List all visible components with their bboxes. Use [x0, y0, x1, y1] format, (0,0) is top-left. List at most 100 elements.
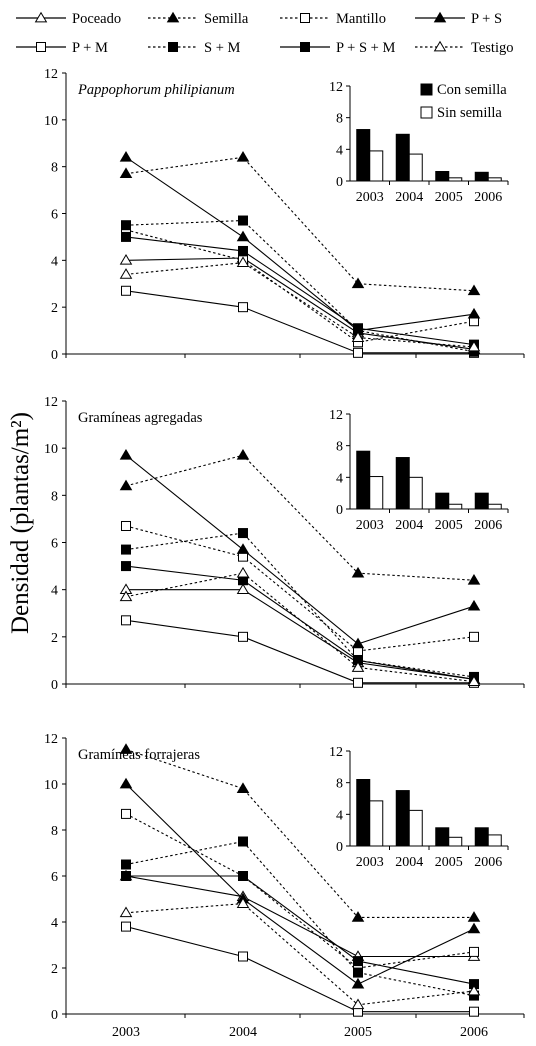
inset-x-tick-label: 2003 — [356, 855, 384, 870]
y-tick-label: 10 — [44, 442, 58, 457]
data-point — [238, 215, 248, 226]
data-point — [119, 448, 133, 460]
series-3 — [121, 224, 479, 348]
inset-bar — [448, 503, 463, 510]
y-tick-label: 12 — [44, 732, 58, 747]
y-tick-label: 2 — [51, 962, 58, 977]
series-8 — [119, 566, 481, 686]
legend-entry-8: Testigo — [415, 40, 513, 56]
inset-y-tick-label: 0 — [336, 840, 343, 855]
data-point — [121, 921, 131, 932]
y-tick-label: 2 — [51, 631, 58, 646]
inset-bar — [435, 492, 450, 510]
data-point — [467, 984, 481, 996]
series-line — [125, 875, 474, 958]
y-axis-label: Densidad (plantas/m²) — [7, 412, 34, 634]
inset-y-tick-label: 0 — [336, 175, 343, 190]
data-point — [121, 615, 131, 626]
data-point — [238, 528, 248, 539]
series-8 — [119, 256, 481, 352]
x-tick-label: 2006 — [460, 1025, 488, 1040]
y-tick-label: 10 — [44, 778, 58, 793]
y-tick-label: 8 — [51, 489, 58, 504]
data-point — [119, 906, 133, 918]
inset-y-tick-label: 12 — [329, 745, 343, 760]
legend-label: Testigo — [471, 40, 513, 56]
data-point — [353, 677, 363, 688]
series-line — [125, 290, 474, 354]
inset-bar — [435, 171, 450, 182]
data-point — [467, 573, 481, 585]
y-tick-label: 12 — [44, 67, 58, 82]
series-line — [125, 748, 474, 918]
panel-1: 0 2 4 6 8 10 12 Pappophorum philipianum 0 4 8 12 200… — [44, 67, 525, 363]
legend-marker — [300, 42, 310, 52]
series-6 — [121, 215, 479, 357]
inset-legend-swatch — [420, 83, 433, 96]
inset-bar — [474, 171, 489, 182]
data-point — [238, 836, 248, 847]
data-point — [121, 220, 131, 231]
inset-bar — [448, 836, 463, 847]
series-line — [126, 589, 475, 680]
data-point — [121, 285, 131, 296]
series-line — [125, 813, 475, 969]
inset-bar — [474, 492, 489, 510]
inset-x-tick-label: 2004 — [395, 190, 423, 205]
data-point — [467, 307, 481, 319]
series-3 — [121, 520, 479, 656]
data-point — [119, 479, 133, 491]
inset-legend-label: Con semilla — [437, 82, 507, 98]
inset-bar — [395, 790, 410, 847]
data-point — [121, 808, 131, 819]
inset-bar — [448, 177, 463, 182]
inset-bar — [474, 827, 489, 847]
inset-y-tick-label: 12 — [329, 408, 343, 423]
series-line — [125, 532, 475, 678]
series-line — [125, 156, 475, 332]
data-point — [121, 520, 131, 531]
series-2 — [119, 743, 481, 922]
inset-x-tick-label: 2006 — [474, 190, 502, 205]
legend-entry-7: P + S + M — [280, 40, 395, 56]
data-point — [238, 302, 248, 313]
inset-x-tick-label: 2006 — [474, 518, 502, 533]
legend-entry-4: P + S — [415, 11, 502, 27]
series-4 — [119, 448, 481, 649]
legend-label: Poceado — [72, 11, 121, 27]
series-line — [125, 565, 475, 680]
inset-x-tick-label: 2004 — [395, 518, 423, 533]
series-5 — [121, 285, 479, 358]
data-point — [351, 277, 365, 289]
legend-entry-6: S + M — [148, 40, 240, 56]
series-line — [125, 257, 475, 350]
inset-y-tick-label: 4 — [336, 143, 343, 158]
data-point — [119, 167, 133, 179]
series-line — [126, 875, 475, 985]
inset-bar — [369, 150, 384, 182]
inset-y-tick-label: 4 — [336, 808, 343, 823]
panel-2: 0 2 4 6 8 10 12 Gramíneas agregadas 0 4 8 12 2003 200… — [44, 395, 525, 693]
data-point — [467, 911, 481, 922]
series-2 — [119, 151, 481, 296]
data-point — [351, 637, 365, 649]
panel-title: Pappophorum philipianum — [77, 82, 235, 98]
series-line — [125, 454, 475, 645]
legend-label: Semilla — [204, 11, 249, 27]
legend-entry-2: Semilla — [148, 11, 249, 27]
inset-bar — [395, 457, 410, 510]
series-line — [125, 783, 475, 985]
legend-label: Mantillo — [336, 11, 386, 27]
data-point — [351, 911, 365, 922]
inset-y-tick-label: 12 — [329, 80, 343, 95]
y-tick-label: 8 — [51, 161, 58, 176]
data-point — [467, 284, 481, 296]
data-point — [121, 859, 131, 870]
series-5 — [121, 921, 479, 1017]
data-point — [236, 256, 250, 268]
data-point — [351, 566, 365, 578]
data-point — [467, 340, 481, 352]
series-3 — [121, 808, 479, 973]
data-point — [467, 922, 481, 934]
